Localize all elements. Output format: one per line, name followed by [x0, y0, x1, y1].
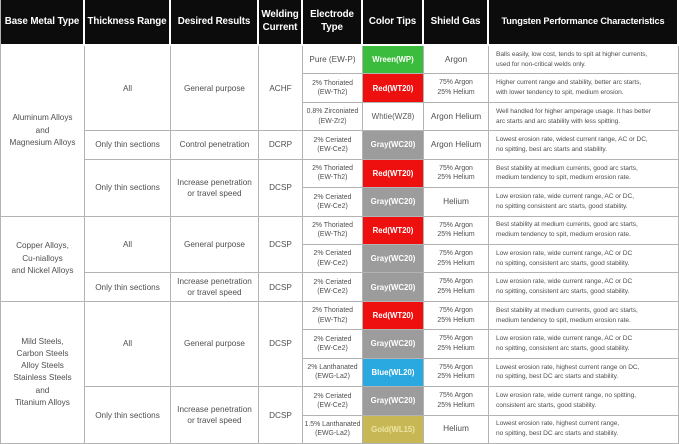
desired-results-cell: General purpose [171, 46, 259, 132]
performance-cell: Best stability at medium currents, good … [489, 159, 679, 189]
performance-cell: Lowest erosion rate, highest current ran… [489, 415, 679, 444]
base-metal-copper-nickel: Copper Alloys, Cu-nialloys and Nickel Al… [1, 216, 85, 302]
performance-cell: Best stability at medium currents, good … [489, 216, 679, 245]
performance-cell: Lowest erosion rate, widest current rang… [489, 131, 679, 160]
electrode-type-cell: 1.5% Lanthanated (EWG-La2) [303, 415, 363, 444]
welding-current-cell: DCRP [259, 131, 303, 160]
shield-gas-cell: 75% Argon 25% Helium [424, 216, 489, 245]
base-metal-aluminum-magnesium: Aluminum Alloys and Magnesium Alloys [1, 46, 85, 217]
color-tip-blue: Blue(WL20) [363, 358, 424, 388]
shield-gas-cell: 75% Argon 25% Helium [424, 301, 489, 331]
performance-cell: Higher current range and stability, bett… [489, 74, 679, 103]
welding-current-cell: DCSP [259, 159, 303, 217]
desired-results-cell: General purpose [171, 216, 259, 274]
shield-gas-cell: 75% Argon 25% Helium [424, 387, 489, 416]
performance-cell: Balls easily, low cost, tends to spit at… [489, 46, 679, 75]
electrode-type-cell: 2% Thoriated (EW-Th2) [303, 301, 363, 331]
electrode-type-cell: 2% Thoriated (EW-Th2) [303, 159, 363, 189]
color-tip-gray: Gray(WC20) [363, 188, 424, 217]
color-tip-gold: Gold(WL15) [363, 415, 424, 444]
welding-current-cell: DCSP [259, 216, 303, 274]
performance-cell: Low erosion rate, wide current range, AC… [489, 245, 679, 274]
color-tip-gray: Gray(WC20) [363, 131, 424, 160]
performance-cell: Lowest erosion rate, highest current ran… [489, 358, 679, 388]
color-tip-gray: Gray(WC20) [363, 387, 424, 416]
performance-cell: Low erosion rate, wide current range, AC… [489, 330, 679, 359]
color-tip-white: Whtie(WZ8) [363, 102, 424, 132]
shield-gas-cell: 75% Argon 25% Helium [424, 245, 489, 274]
electrode-type-cell: Pure (EW-P) [303, 46, 363, 75]
shield-gas-cell: Argon Helium [424, 102, 489, 132]
header-color-tips: Color Tips [363, 0, 424, 46]
thickness-cell: Only thin sections [85, 273, 171, 302]
header-welding-current: Welding Current [259, 0, 303, 46]
thickness-cell: All [85, 46, 171, 132]
shield-gas-cell: 75% Argon 25% Helium [424, 358, 489, 388]
welding-current-cell: DCSP [259, 387, 303, 444]
color-tip-red: Red(WT20) [363, 216, 424, 245]
desired-results-cell: Control penetration [171, 131, 259, 160]
performance-cell: Low erosion rate, wide current range, AC… [489, 273, 679, 302]
electrode-type-cell: 2% Ceriated (EW-Ce2) [303, 245, 363, 274]
desired-results-cell: Increase penetration or travel speed [171, 159, 259, 217]
shield-gas-cell: Argon [424, 46, 489, 75]
performance-cell: Well handled for higher amperage usage. … [489, 102, 679, 132]
shield-gas-cell: Argon Helium [424, 131, 489, 160]
electrode-type-cell: 2% Lanthanated (EWG-La2) [303, 358, 363, 388]
shield-gas-cell: 75% Argon 25% Helium [424, 74, 489, 103]
base-metal-steels-titanium: Mild Steels, Carbon Steels Alloy Steels … [1, 301, 85, 444]
header-base-metal-type: Base Metal Type [1, 0, 85, 46]
electrode-type-cell: 2% Ceriated (EW-Ce2) [303, 188, 363, 217]
electrode-type-cell: 2% Ceriated (EW-Ce2) [303, 273, 363, 302]
header-electrode-type: Electrode Type [303, 0, 363, 46]
thickness-cell: Only thin sections [85, 159, 171, 217]
color-tip-green: Wreen(WP) [363, 46, 424, 75]
shield-gas-cell: 75% Argon 25% Helium [424, 159, 489, 189]
thickness-cell: All [85, 216, 171, 274]
thickness-cell: All [85, 301, 171, 388]
color-tip-gray: Gray(WC20) [363, 245, 424, 274]
thickness-cell: Only thin sections [85, 387, 171, 444]
electrode-type-cell: 2% Ceriated (EW-Ce2) [303, 131, 363, 160]
shield-gas-cell: Helium [424, 415, 489, 444]
color-tip-gray: Gray(WC20) [363, 273, 424, 302]
header-shield-gas: Shield Gas [424, 0, 489, 46]
color-tip-red: Red(WT20) [363, 159, 424, 189]
header-desired-results: Desired Results [171, 0, 259, 46]
shield-gas-cell: 75% Argon 25% Helium [424, 273, 489, 302]
desired-results-cell: Increase penetration or travel speed [171, 387, 259, 444]
electrode-type-cell: 2% Ceriated (EW-Ce2) [303, 387, 363, 416]
welding-current-cell: DCSP [259, 301, 303, 388]
shield-gas-cell: Helium [424, 188, 489, 217]
electrode-type-cell: 2% Thoriated (EW-Th2) [303, 74, 363, 103]
color-tip-red: Red(WT20) [363, 74, 424, 103]
thickness-cell: Only thin sections [85, 131, 171, 160]
electrode-type-cell: 2% Ceriated (EW-Ce2) [303, 330, 363, 359]
desired-results-cell: General purpose [171, 301, 259, 388]
header-tungsten-performance: Tungsten Performance Characteristics [489, 0, 679, 46]
header-thickness-range: Thickness Range [85, 0, 171, 46]
welding-current-cell: ACHF [259, 46, 303, 132]
shield-gas-cell: 75% Argon 25% Helium [424, 330, 489, 359]
electrode-type-cell: 2% Thoriated (EW-Th2) [303, 216, 363, 245]
performance-cell: Low erosion rate, wide current range, AC… [489, 188, 679, 217]
electrode-type-cell: 0.8% Zirconiated (EW-Zr2) [303, 102, 363, 132]
performance-cell: Low erosion rate, wide current range, no… [489, 387, 679, 416]
welding-current-cell: DCSP [259, 273, 303, 302]
color-tip-gray: Gray(WC20) [363, 330, 424, 359]
performance-cell: Best stability at medium currents, good … [489, 301, 679, 331]
color-tip-red: Red(WT20) [363, 301, 424, 331]
desired-results-cell: Increase penetration or travel speed [171, 273, 259, 302]
